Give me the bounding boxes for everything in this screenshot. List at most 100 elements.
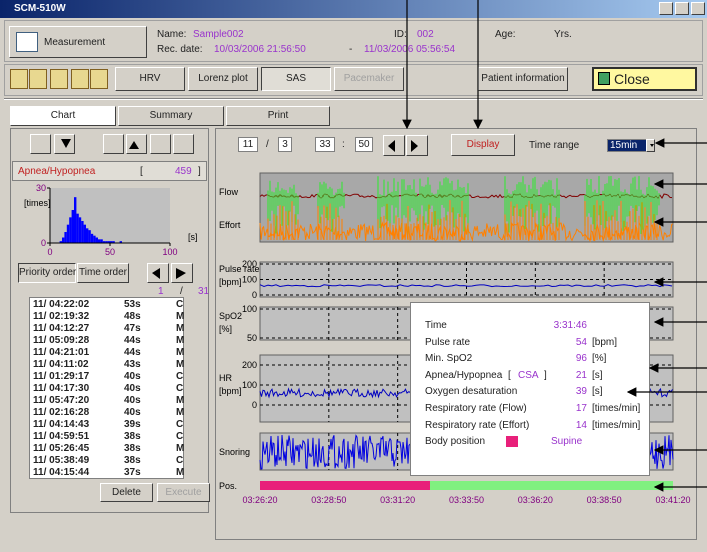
priority-button[interactable]: Priority order: [18, 263, 76, 283]
x-tick-label: 03:36:20: [518, 495, 553, 505]
event-open: [: [140, 166, 143, 177]
position-supine: [260, 481, 430, 490]
popup-label: Apnea/Hypopnea: [425, 369, 503, 381]
histogram-bar: [90, 233, 94, 243]
event-time[interactable]: 11/ 04:12:27: [33, 323, 90, 334]
event-time[interactable]: 11/ 04:11:02: [33, 359, 89, 370]
event-time[interactable]: 11/ 04:14:43: [33, 419, 90, 430]
popup-label: Oxygen desaturation: [425, 386, 518, 398]
popup-label: Respiratory rate (Effort): [425, 419, 530, 431]
event-duration: 40s: [124, 371, 141, 382]
nav-button[interactable]: [173, 134, 194, 154]
y-tick-label: 0: [252, 290, 257, 300]
view-tab[interactable]: Print: [226, 106, 330, 126]
event-type: M: [176, 323, 185, 334]
nav-button[interactable]: [30, 134, 51, 154]
event-time[interactable]: 11/ 04:21:01: [33, 347, 90, 358]
y-tick-label: 100: [242, 275, 257, 285]
event-duration: 44s: [124, 347, 141, 358]
icon: [388, 140, 395, 152]
execute-button[interactable]: Execute: [157, 483, 210, 502]
popup-unit: [times/min]: [592, 403, 641, 414]
toolbar-tab[interactable]: Pacemaker: [334, 67, 404, 91]
pulse-trace: [259, 284, 673, 288]
icon: [411, 140, 418, 152]
event-time[interactable]: 11/ 04:17:30: [33, 383, 90, 394]
popup-label: Pulse rate: [425, 336, 471, 348]
histogram-bar: [64, 232, 67, 243]
select-arrow: [646, 139, 655, 152]
event-time[interactable]: 11/ 02:19:32: [33, 311, 90, 322]
display-button[interactable]: Display: [451, 134, 515, 156]
icon-disabled: [152, 268, 160, 279]
event-time[interactable]: 11/ 05:38:49: [33, 455, 90, 466]
trace-label: Flow: [219, 187, 239, 197]
event-time[interactable]: 11/ 04:59:51: [33, 431, 90, 442]
event-duration: 53s: [124, 299, 141, 310]
popup-unit: [s]: [592, 369, 603, 381]
popup-label: Respiratory rate (Flow): [425, 403, 527, 414]
patient-info-button[interactable]: Patient information: [478, 67, 568, 91]
event-time[interactable]: 11/ 05:47:20: [33, 395, 90, 406]
event-time[interactable]: 11/ 05:26:45: [33, 443, 90, 454]
nav-button[interactable]: [103, 134, 124, 154]
event-time[interactable]: 11/ 04:22:02: [33, 299, 90, 310]
tool-icon[interactable]: [90, 69, 108, 89]
toolbar-tab[interactable]: SAS: [261, 67, 331, 91]
window-button[interactable]: [691, 2, 705, 15]
effort-trace: [259, 221, 674, 243]
event-duration: 38s: [124, 443, 141, 454]
histogram-bar: [59, 241, 62, 243]
histogram-bar: [93, 235, 96, 243]
toolbar-tab[interactable]: Lorenz plot: [188, 67, 258, 91]
page-total: 31: [198, 286, 210, 297]
view-tab[interactable]: Summary: [118, 106, 224, 126]
time-field[interactable]: 50: [355, 137, 373, 152]
effort-burst: [584, 200, 658, 240]
time-order-button[interactable]: Time order: [77, 263, 129, 283]
event-time[interactable]: 11/ 04:15:44: [33, 467, 90, 478]
y-tick-label: 200: [242, 360, 257, 370]
event-time[interactable]: 11/ 01:29:17: [33, 371, 90, 382]
toolbar-tab[interactable]: HRV: [115, 67, 185, 91]
tool-icon[interactable]: [29, 69, 47, 89]
window-button[interactable]: [659, 2, 673, 15]
histogram-bar: [95, 237, 98, 243]
divider: [4, 98, 703, 100]
header-panel: [4, 20, 703, 62]
event-time[interactable]: 11/ 05:09:28: [33, 335, 90, 346]
popup-value: Supine: [551, 436, 583, 448]
tool-icon[interactable]: [71, 69, 89, 89]
popup: [410, 302, 650, 476]
position-other: [430, 481, 673, 490]
x-tick-label: 03:28:50: [311, 495, 346, 505]
popup-value: 96: [575, 353, 587, 365]
effort-burst: [401, 200, 469, 240]
event-duration: 43s: [124, 359, 141, 370]
popup-label: Min. SpO2: [425, 353, 473, 365]
id-value: 002: [417, 29, 434, 40]
position-swatch: [506, 436, 518, 448]
trace-label: Snoring: [219, 447, 250, 457]
tool-icon[interactable]: [10, 69, 28, 89]
nav-button[interactable]: [150, 134, 171, 154]
histogram-bar: [110, 241, 113, 243]
event-count: 459: [175, 166, 192, 177]
age-unit: Yrs.: [554, 29, 572, 40]
event-time[interactable]: 11/ 02:16:28: [33, 407, 90, 418]
event-duration: 40s: [124, 407, 141, 418]
delete-button[interactable]: Delete: [100, 483, 153, 502]
x-tick-label: 0: [47, 247, 52, 257]
time-field[interactable]: 11: [238, 137, 258, 152]
time-field[interactable]: 3: [278, 137, 292, 152]
icon: [650, 144, 654, 147]
tool-icon[interactable]: [50, 69, 68, 89]
trace-label: HR: [219, 373, 232, 383]
window-button[interactable]: [675, 2, 689, 15]
trace-label: Pos.: [219, 481, 237, 491]
time-sep: :: [342, 139, 345, 150]
rec-label: Rec. date:: [157, 44, 203, 55]
view-tab[interactable]: Chart: [10, 106, 116, 126]
time-field[interactable]: 33: [315, 137, 335, 152]
